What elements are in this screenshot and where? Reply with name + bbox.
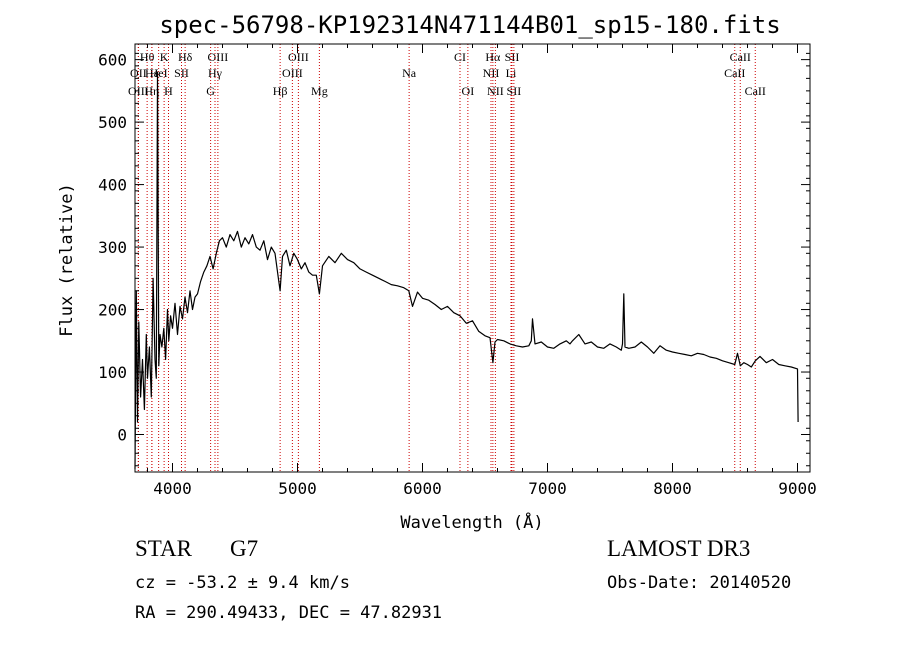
- marker-label-oiii-3: OIII: [282, 66, 303, 80]
- marker-label-mg: Mg: [311, 84, 328, 98]
- plot-frame: [134, 43, 811, 473]
- marker-label-sii-2: SII: [174, 66, 189, 80]
- data-layer: [134, 71, 799, 469]
- marker-label-sii-1: SII: [505, 50, 520, 64]
- axes: 4000 5000 6000 7000 8000 9000 0 100 200 300 400 500…: [98, 44, 817, 498]
- y-tick-label-300: 300: [98, 238, 127, 257]
- marker-label-k: K: [160, 50, 169, 64]
- x-tick-label-9000: 9000: [778, 479, 817, 498]
- marker-label-hgamma: Hγ: [208, 66, 223, 80]
- marker-label-oi: OI: [462, 84, 475, 98]
- object-class: STAR: [135, 536, 192, 561]
- marker-label-oiii-2: OIII: [288, 50, 309, 64]
- y-axis-label: Flux (relative): [57, 183, 77, 337]
- y-tick-label-0: 0: [117, 426, 127, 445]
- series-line-flux: [134, 71, 799, 469]
- x-tick-label-8000: 8000: [653, 479, 692, 498]
- survey-name: LAMOST DR3: [607, 536, 751, 561]
- marker-label-heta: Hη: [144, 84, 159, 98]
- marker-label-li: Li: [506, 66, 517, 80]
- redshift-value: cz = -53.2 ± 9.4 km/s: [135, 573, 350, 593]
- marker-label-caii-1: CaII: [730, 50, 751, 64]
- marker-label-hdelta-1: Hθ: [140, 50, 155, 64]
- y-tick-label-200: 200: [98, 301, 127, 320]
- x-axis-label: Wavelength (Å): [400, 511, 543, 533]
- y-tick-label-500: 500: [98, 113, 127, 132]
- marker-label-hei: HeI: [150, 66, 168, 80]
- marker-label-ci: CI: [454, 50, 466, 64]
- y-tick-label-600: 600: [98, 51, 127, 70]
- marker-label-hepsilon: Hε: [145, 66, 159, 80]
- observation-date: Obs-Date: 20140520: [607, 573, 792, 593]
- y-tick-label-400: 400: [98, 176, 127, 195]
- marker-label-oii: OII: [130, 66, 147, 80]
- object-classification: STAR G7: [135, 536, 258, 562]
- marker-label-caii-3: CaII: [745, 84, 766, 98]
- x-tick-label-4000: 4000: [153, 479, 192, 498]
- sky-coordinates: RA = 290.49433, DEC = 47.82931: [135, 603, 443, 623]
- marker-label-na: Na: [402, 66, 417, 80]
- object-subclass: G7: [229, 536, 259, 561]
- marker-label-nii-2: NII: [487, 84, 504, 98]
- x-tick-label-6000: 6000: [403, 479, 442, 498]
- y-tick-label-100: 100: [98, 363, 127, 382]
- marker-label-hbeta: Hβ: [273, 84, 288, 98]
- marker-label-g: G: [206, 84, 215, 98]
- marker-label-caii-2: CaII: [724, 66, 745, 80]
- marker-label-ha: Hα: [485, 50, 501, 64]
- x-tick-label-5000: 5000: [278, 479, 317, 498]
- chart-title: spec-56798-KP192314N471144B01_sp15-180.f…: [159, 11, 780, 39]
- marker-label-oiii-1: OIII: [208, 50, 229, 64]
- marker-label-hdelta-2: Hδ: [178, 50, 193, 64]
- marker-label-nii-1: NII: [483, 66, 500, 80]
- marker-label-h: H: [164, 84, 173, 98]
- x-tick-label-7000: 7000: [528, 479, 567, 498]
- marker-label-sii-3: SII: [507, 84, 522, 98]
